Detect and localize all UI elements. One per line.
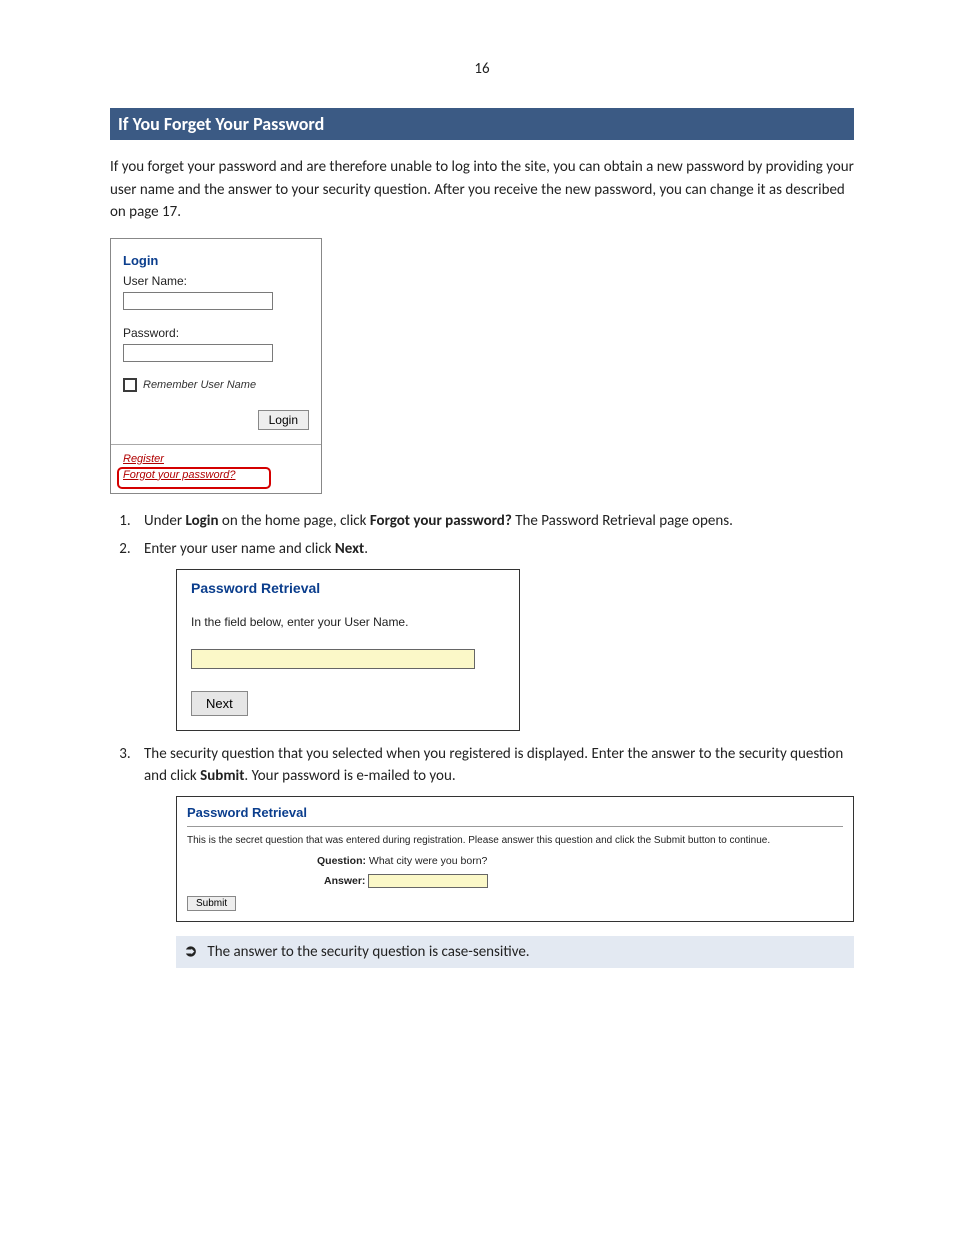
pr1-instruction: In the field below, enter your User Name… <box>191 613 505 631</box>
submit-button[interactable]: Submit <box>187 896 236 911</box>
login-button[interactable]: Login <box>258 410 309 430</box>
username-label: User Name: <box>123 274 309 288</box>
pr1-title: Password Retrieval <box>191 578 505 599</box>
steps-list: Under Login on the home page, click Forg… <box>110 510 854 969</box>
password-retrieval-panel-2: Password Retrieval This is the secret qu… <box>176 796 854 923</box>
note-bar: ➲ The answer to the security question is… <box>176 936 854 968</box>
step-1: Under Login on the home page, click Forg… <box>134 510 854 533</box>
question-label: Question: <box>317 854 366 870</box>
forgot-password-link[interactable]: Forgot your password? <box>123 469 309 481</box>
pr2-message: This is the secret question that was ent… <box>187 833 843 848</box>
remember-checkbox[interactable] <box>123 378 137 392</box>
note-icon: ➲ <box>184 940 197 964</box>
password-retrieval-panel-1: Password Retrieval In the field below, e… <box>176 569 520 731</box>
remember-label: Remember User Name <box>143 379 256 391</box>
remember-row: Remember User Name <box>123 378 309 392</box>
login-title: Login <box>123 253 309 268</box>
section-header: If You Forget Your Password <box>110 108 854 140</box>
pr2-question-row: Question: What city were you born? <box>317 854 843 870</box>
answer-label: Answer: <box>324 874 365 890</box>
pr2-title: Password Retrieval <box>187 803 843 823</box>
intro-paragraph: If you forget your password and are ther… <box>110 156 854 224</box>
password-label: Password: <box>123 326 309 340</box>
step-2: Enter your user name and click Next. Pas… <box>134 538 854 731</box>
register-link[interactable]: Register <box>123 453 309 465</box>
step-3: The security question that you selected … <box>134 743 854 969</box>
question-text: What city were you born? <box>366 855 487 867</box>
pr2-answer-row: Answer: <box>324 874 843 890</box>
pr1-username-input[interactable] <box>191 649 475 669</box>
note-text: The answer to the security question is c… <box>207 941 529 964</box>
login-panel: Login User Name: Password: Remember User… <box>110 238 322 494</box>
password-input[interactable] <box>123 344 273 362</box>
username-input[interactable] <box>123 292 273 310</box>
next-button[interactable]: Next <box>191 691 248 716</box>
page-number: 16 <box>110 60 854 78</box>
answer-input[interactable] <box>368 874 488 888</box>
